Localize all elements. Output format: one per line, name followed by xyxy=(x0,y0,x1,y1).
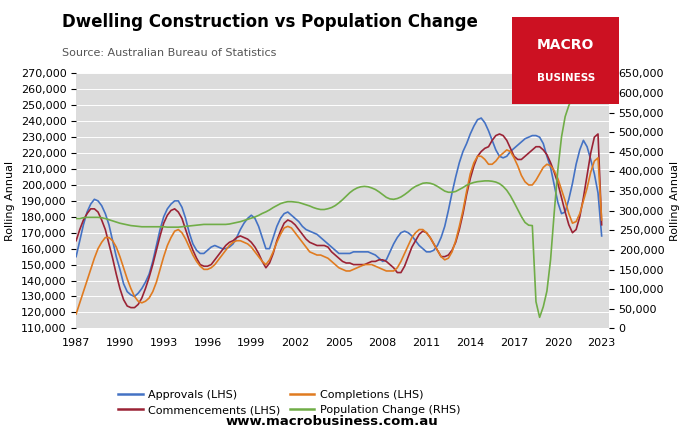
Completions (LHS) xyxy=(597,217,606,222)
Completions (LHS) xyxy=(484,162,493,167)
Completions (LHS) xyxy=(565,211,573,216)
Commencements (LHS) xyxy=(488,138,496,143)
Population Change (RHS) xyxy=(75,216,84,221)
Completions (LHS) xyxy=(502,147,511,152)
Text: Source: Australian Bureau of Statistics: Source: Australian Bureau of Statistics xyxy=(62,48,277,57)
Completions (LHS) xyxy=(375,265,383,270)
Line: Population Change (RHS): Population Change (RHS) xyxy=(76,73,601,318)
Completions (LHS) xyxy=(98,240,106,245)
Population Change (RHS) xyxy=(597,80,606,86)
Commencements (LHS) xyxy=(75,227,84,232)
Line: Approvals (LHS): Approvals (LHS) xyxy=(76,118,601,296)
Text: BUSINESS: BUSINESS xyxy=(536,73,595,83)
Population Change (RHS) xyxy=(484,178,493,184)
Population Change (RHS) xyxy=(536,315,544,320)
Y-axis label: Rolling Annual: Rolling Annual xyxy=(5,161,15,241)
Population Change (RHS) xyxy=(470,180,478,185)
Approvals (LHS) xyxy=(379,259,387,264)
Commencements (LHS) xyxy=(127,305,135,310)
Population Change (RHS) xyxy=(565,103,573,108)
Approvals (LHS) xyxy=(477,115,485,121)
Approvals (LHS) xyxy=(98,203,106,208)
Approvals (LHS) xyxy=(492,147,500,152)
Commencements (LHS) xyxy=(72,238,80,243)
Approvals (LHS) xyxy=(75,238,84,243)
Completions (LHS) xyxy=(75,300,84,305)
Population Change (RHS) xyxy=(72,216,80,221)
Text: www.macrobusiness.com.au: www.macrobusiness.com.au xyxy=(226,415,439,428)
Population Change (RHS) xyxy=(98,215,106,220)
Line: Completions (LHS): Completions (LHS) xyxy=(76,150,601,314)
Text: MACRO: MACRO xyxy=(537,38,594,52)
Text: Dwelling Construction vs Population Change: Dwelling Construction vs Population Chan… xyxy=(62,13,478,31)
Commencements (LHS) xyxy=(379,257,387,262)
Approvals (LHS) xyxy=(597,233,606,238)
Completions (LHS) xyxy=(470,160,478,165)
Line: Commencements (LHS): Commencements (LHS) xyxy=(76,134,601,308)
Approvals (LHS) xyxy=(72,254,80,259)
Completions (LHS) xyxy=(72,311,80,317)
Commencements (LHS) xyxy=(568,230,576,235)
Legend: Approvals (LHS), Commencements (LHS), Completions (LHS), Population Change (RHS): Approvals (LHS), Commencements (LHS), Co… xyxy=(114,385,464,419)
Commencements (LHS) xyxy=(98,217,106,222)
Approvals (LHS) xyxy=(568,181,576,186)
Population Change (RHS) xyxy=(375,189,383,194)
Commencements (LHS) xyxy=(597,222,606,227)
Y-axis label: Rolling Annual: Rolling Annual xyxy=(670,161,680,241)
Approvals (LHS) xyxy=(130,294,138,299)
Commencements (LHS) xyxy=(495,131,504,137)
Approvals (LHS) xyxy=(473,117,482,122)
Population Change (RHS) xyxy=(583,71,591,76)
Commencements (LHS) xyxy=(473,154,482,159)
